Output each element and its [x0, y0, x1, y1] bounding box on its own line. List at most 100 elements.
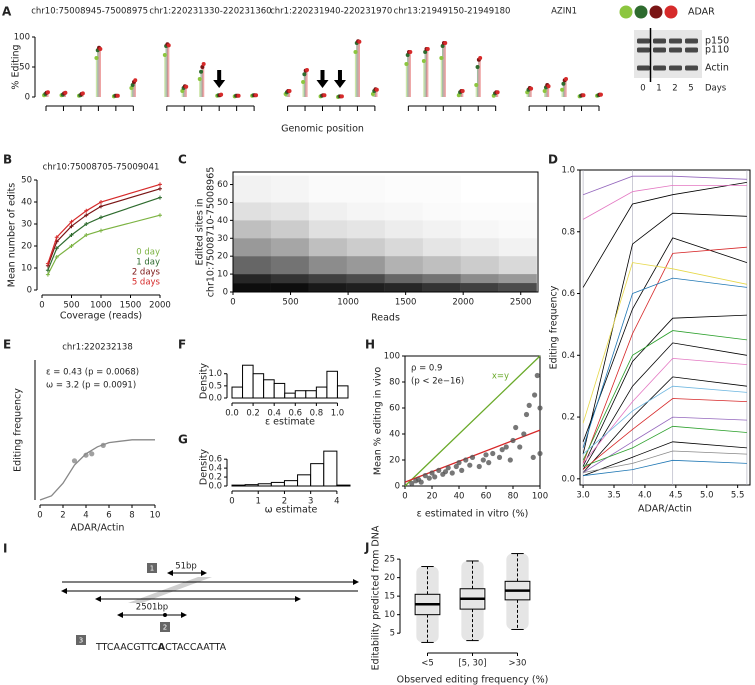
annotation: (p < 2e−16) [411, 377, 464, 387]
point [426, 475, 432, 481]
box-label: 2 [163, 624, 167, 632]
x-tick-label: 1500 [120, 301, 142, 311]
point [429, 470, 435, 476]
histogram-bar [231, 484, 246, 487]
day-label: 5 [688, 84, 693, 94]
marker [84, 233, 89, 237]
point [418, 479, 424, 485]
series-line [582, 262, 747, 424]
marker [158, 182, 162, 187]
dot [166, 43, 171, 48]
blot-background [634, 30, 702, 78]
density-cell [233, 283, 271, 292]
box-label: 3 [79, 637, 83, 645]
panel-letter: J [364, 541, 369, 555]
panel-letter: F [178, 338, 186, 352]
point [476, 463, 482, 470]
histogram-bar [257, 483, 272, 487]
blot-band [669, 38, 682, 44]
dot [98, 47, 103, 51]
x-tick-label: 1000 [90, 301, 112, 311]
dot [254, 93, 259, 98]
dot [197, 77, 202, 81]
panel-letter: G [178, 433, 188, 447]
histogram-bar [283, 480, 299, 487]
histogram-bar [284, 392, 296, 399]
density-cell [270, 220, 309, 239]
density-cell [385, 176, 423, 203]
series-line [583, 459, 747, 477]
x-tick-label: 5.5 [731, 491, 745, 501]
histogram-bar [336, 484, 351, 487]
density-cell [308, 283, 347, 292]
blot-band [637, 65, 650, 71]
legend-swatch [619, 5, 633, 19]
day-label: 0 [640, 84, 645, 94]
density-cell [233, 175, 271, 203]
x-tick-label: 2000 [149, 301, 171, 311]
density-cell [498, 238, 537, 257]
box-label: 1 [150, 565, 154, 573]
y-tick-label: 10 [217, 270, 228, 280]
series-line [47, 197, 161, 271]
density-cell [346, 274, 385, 284]
point-cloud [461, 560, 484, 641]
blot-band [685, 38, 698, 44]
marker [99, 215, 103, 220]
legend-label: 5 days [132, 278, 161, 288]
dot [581, 93, 586, 98]
histogram-bar [270, 481, 285, 487]
x-tick-label: 0 [402, 492, 407, 502]
density-cell [270, 202, 309, 221]
y-tick-label: 0.0 [561, 474, 575, 484]
histogram-bar [315, 386, 328, 399]
density-cell [422, 238, 461, 257]
histogram-bar [310, 463, 325, 487]
point [409, 480, 415, 486]
dot [443, 41, 448, 45]
point [480, 457, 486, 463]
series-line [582, 212, 747, 455]
y-tick-label: 40 [389, 430, 400, 440]
dot [456, 93, 461, 98]
histogram-bar [263, 379, 275, 399]
x-tick-label: 3.0 [576, 491, 590, 501]
day-label: 1 [656, 84, 661, 94]
point [469, 454, 476, 460]
y-tick-label: 50 [21, 176, 32, 186]
point [463, 457, 469, 463]
y-tick-label: 15 [384, 592, 395, 602]
x-tick-label: 1.0 [331, 409, 345, 419]
point [436, 467, 442, 473]
region-title: chr1:220231330-220231360 [149, 7, 271, 17]
x-tick-label: 40 [454, 492, 465, 502]
series-line [582, 185, 747, 220]
point [523, 411, 530, 418]
series-line [47, 188, 161, 267]
point [537, 450, 543, 457]
point [496, 454, 503, 460]
sequence-part: TTCAACGTTC [95, 642, 158, 653]
y-tick-label: 20 [21, 242, 32, 252]
series-line [47, 183, 161, 264]
y-axis-label: Density [199, 449, 210, 485]
density-cell [422, 256, 461, 275]
point [483, 452, 489, 458]
sequence: TTCAACGTTCACTACCAATTA [95, 642, 227, 653]
panel-letter: H [365, 338, 375, 352]
x-axis-label: Observed editing frequency (%) [397, 675, 549, 685]
dot [339, 94, 344, 99]
dot [598, 92, 603, 97]
site-box [76, 635, 86, 645]
density-cell [499, 202, 537, 220]
span-label: 2501bp [136, 603, 168, 613]
y-axis-label: chr10:75008710-75008965 [206, 167, 217, 298]
dot [236, 93, 241, 98]
y-tick-label: 50 [217, 198, 228, 208]
legend-label: 0 day [136, 248, 160, 258]
marker [158, 213, 162, 218]
density-cell [423, 176, 461, 203]
x-tick-label: >30 [509, 659, 527, 669]
density-cell [461, 176, 499, 203]
series-line [582, 182, 747, 288]
